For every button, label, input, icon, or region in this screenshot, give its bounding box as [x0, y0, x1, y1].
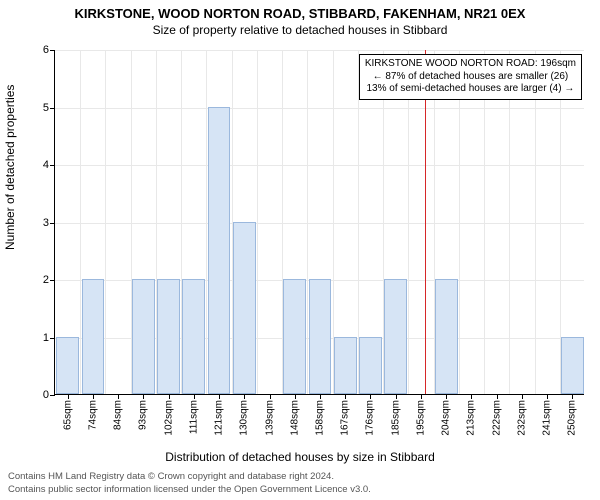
chart-title-sub: Size of property relative to detached ho…	[0, 21, 600, 37]
x-tick-label: 204sqm	[441, 400, 452, 436]
x-tick-label: 93sqm	[138, 400, 149, 430]
x-tick-mark	[522, 394, 523, 399]
histogram-bar	[435, 279, 458, 394]
annotation-box: KIRKSTONE WOOD NORTON ROAD: 196sqm← 87% …	[359, 54, 582, 100]
x-tick-label: 222sqm	[491, 400, 502, 436]
x-tick-mark	[93, 394, 94, 399]
x-axis-label: Distribution of detached houses by size …	[0, 450, 600, 464]
annotation-line-1: KIRKSTONE WOOD NORTON ROAD: 196sqm	[365, 58, 576, 71]
gridline-vertical	[408, 50, 409, 394]
x-tick-label: 111sqm	[188, 400, 199, 434]
y-tick-label: 3	[43, 217, 49, 229]
gridline-horizontal	[55, 108, 584, 109]
x-tick-label: 241sqm	[542, 400, 553, 436]
y-tick-label: 0	[43, 389, 49, 401]
gridline-horizontal	[55, 50, 584, 51]
x-tick-label: 213sqm	[466, 400, 477, 436]
histogram-bar	[561, 337, 584, 395]
histogram-bar	[132, 279, 155, 394]
attribution-footer: Contains HM Land Registry data © Crown c…	[8, 471, 371, 496]
y-tick-label: 6	[43, 44, 49, 56]
x-tick-label: 84sqm	[113, 400, 124, 430]
x-tick-label: 185sqm	[390, 400, 401, 436]
x-tick-mark	[320, 394, 321, 399]
gridline-vertical	[257, 50, 258, 394]
histogram-bar	[182, 279, 205, 394]
histogram-bar	[309, 279, 332, 394]
x-tick-label: 139sqm	[264, 400, 275, 436]
x-tick-label: 176sqm	[365, 400, 376, 436]
x-tick-mark	[118, 394, 119, 399]
x-tick-label: 130sqm	[239, 400, 250, 436]
gridline-vertical	[459, 50, 460, 394]
y-tick-mark	[50, 223, 55, 224]
x-tick-mark	[295, 394, 296, 399]
x-tick-mark	[194, 394, 195, 399]
gridline-vertical	[535, 50, 536, 394]
x-tick-mark	[68, 394, 69, 399]
x-tick-label: 250sqm	[567, 400, 578, 436]
x-tick-mark	[421, 394, 422, 399]
y-tick-label: 4	[43, 159, 49, 171]
x-tick-label: 232sqm	[516, 400, 527, 436]
histogram-bar	[233, 222, 256, 395]
gridline-vertical	[509, 50, 510, 394]
histogram-bar	[359, 337, 382, 395]
x-tick-mark	[446, 394, 447, 399]
plot-region: 012345665sqm74sqm84sqm93sqm102sqm111sqm1…	[54, 50, 584, 395]
histogram-bar	[283, 279, 306, 394]
gridline-vertical	[105, 50, 106, 394]
x-tick-label: 102sqm	[163, 400, 174, 436]
y-tick-label: 2	[43, 274, 49, 286]
y-tick-mark	[50, 395, 55, 396]
y-tick-mark	[50, 50, 55, 51]
x-tick-mark	[572, 394, 573, 399]
histogram-bar	[56, 337, 79, 395]
x-tick-mark	[497, 394, 498, 399]
x-tick-label: 195sqm	[415, 400, 426, 436]
x-tick-label: 121sqm	[214, 400, 225, 436]
histogram-bar	[82, 279, 105, 394]
x-tick-label: 158sqm	[315, 400, 326, 436]
gridline-vertical	[484, 50, 485, 394]
x-tick-mark	[270, 394, 271, 399]
x-tick-mark	[396, 394, 397, 399]
x-tick-mark	[471, 394, 472, 399]
x-tick-mark	[143, 394, 144, 399]
footer-line-2: Contains public sector information licen…	[8, 484, 371, 496]
y-tick-mark	[50, 165, 55, 166]
x-tick-mark	[244, 394, 245, 399]
x-tick-mark	[219, 394, 220, 399]
x-tick-label: 65sqm	[62, 400, 73, 430]
histogram-bar	[334, 337, 357, 395]
x-tick-mark	[345, 394, 346, 399]
x-tick-mark	[370, 394, 371, 399]
annotation-line-3: 13% of semi-detached houses are larger (…	[365, 83, 576, 96]
gridline-horizontal	[55, 165, 584, 166]
histogram-bar	[157, 279, 180, 394]
x-tick-label: 167sqm	[340, 400, 351, 436]
y-tick-mark	[50, 338, 55, 339]
x-tick-label: 74sqm	[87, 400, 98, 430]
histogram-bar	[208, 107, 231, 395]
chart-title-main: KIRKSTONE, WOOD NORTON ROAD, STIBBARD, F…	[0, 0, 600, 21]
x-tick-mark	[169, 394, 170, 399]
x-tick-label: 148sqm	[289, 400, 300, 436]
annotation-line-2: ← 87% of detached houses are smaller (26…	[365, 71, 576, 84]
x-tick-mark	[547, 394, 548, 399]
y-tick-label: 1	[43, 332, 49, 344]
reference-line	[425, 50, 426, 394]
footer-line-1: Contains HM Land Registry data © Crown c…	[8, 471, 371, 483]
y-tick-mark	[50, 108, 55, 109]
gridline-horizontal	[55, 223, 584, 224]
y-tick-mark	[50, 280, 55, 281]
histogram-bar	[384, 279, 407, 394]
chart-plot-area: 012345665sqm74sqm84sqm93sqm102sqm111sqm1…	[54, 50, 584, 395]
y-tick-label: 5	[43, 102, 49, 114]
y-axis-label: Number of detached properties	[3, 85, 17, 250]
